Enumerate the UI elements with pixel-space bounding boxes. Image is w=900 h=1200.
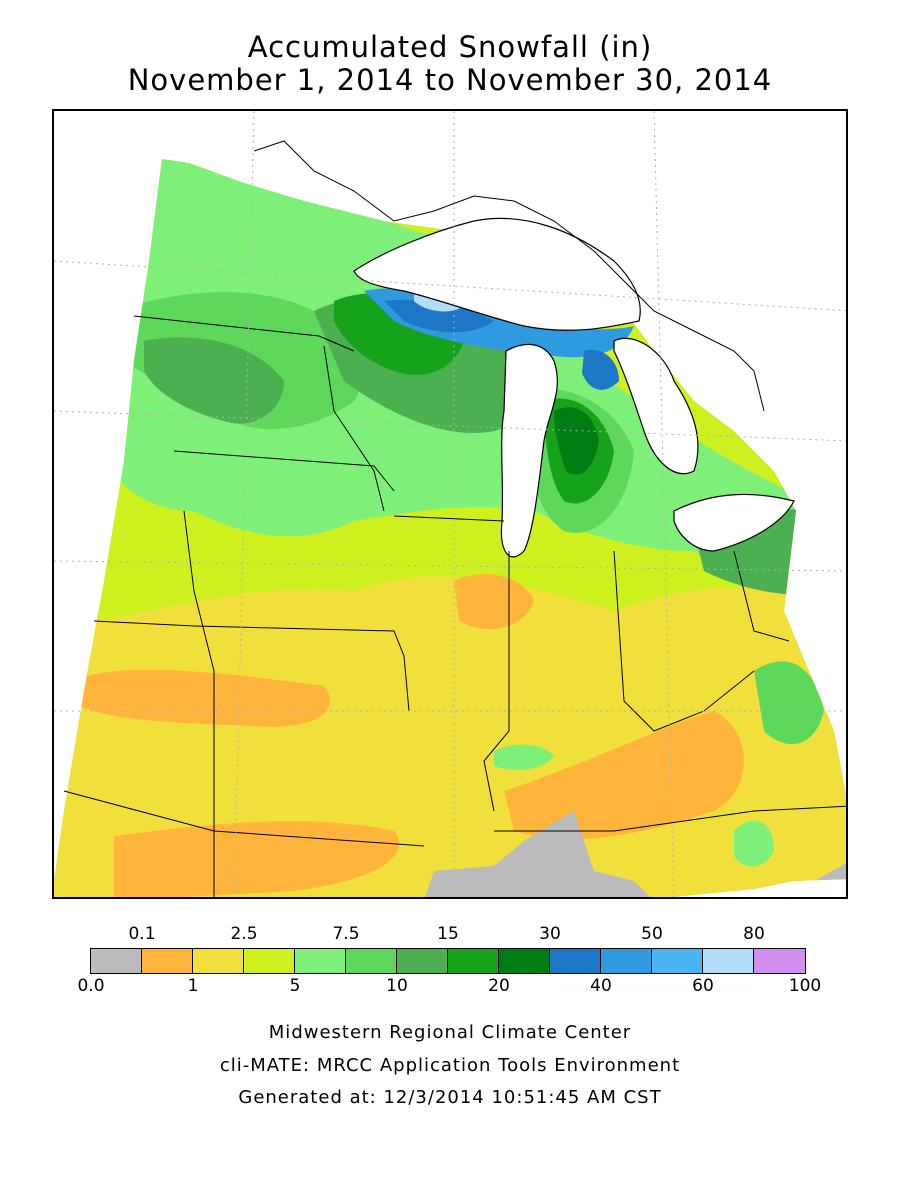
legend-swatch [244, 949, 295, 973]
legend-swatch [499, 949, 550, 973]
legend-tick-top: 15 [437, 924, 459, 944]
tn-border [494, 805, 846, 832]
snow-band-0p1-1-south [114, 821, 400, 897]
snow-band-0-0p1 [424, 811, 654, 897]
legend-swatch [754, 949, 805, 973]
legend-swatch [295, 949, 346, 973]
legend-swatch [397, 949, 448, 973]
graticule-line [54, 260, 846, 312]
lake-superior [353, 217, 641, 331]
legend-swatch [193, 949, 244, 973]
legend-tick-top: 50 [641, 924, 663, 944]
snow-band-0p1-1-illinois [454, 573, 534, 630]
legend-tick-bottom: 100 [788, 976, 822, 996]
legend-tick-bottom: 5 [289, 976, 301, 996]
snow-band-30-40-up [384, 299, 494, 333]
legend-colorbar [90, 948, 806, 974]
wi-il-border [393, 515, 505, 522]
snowfall-map-svg [54, 111, 846, 897]
lake-huron [613, 337, 699, 475]
graticule-line [54, 560, 846, 572]
ks-mo-border [183, 510, 215, 897]
snow-band-20-30-mi [554, 407, 599, 475]
legend-swatch [91, 949, 142, 973]
legend-tick-bottom: 10 [386, 976, 408, 996]
snow-band-10-15-mn [144, 337, 284, 424]
snow-band-0p1-1-kentucky [504, 711, 744, 840]
legend-swatch [703, 949, 754, 973]
legend-swatch [601, 949, 652, 973]
snow-band-5-7p5-nc [734, 820, 774, 867]
in-oh-border [613, 550, 755, 732]
credit-organization: Midwestern Regional Climate Center [268, 1022, 632, 1043]
lake-michigan [500, 343, 558, 558]
legend-swatch [652, 949, 703, 973]
il-in-border [483, 551, 510, 812]
legend-tick-bottom: 20 [488, 976, 510, 996]
credit-tool: cli-MATE: MRCC Application Tools Environ… [219, 1055, 681, 1076]
legend-tick-top: 80 [743, 924, 765, 944]
snowfall-map [52, 109, 848, 899]
snow-band-7p5-10-wv [754, 661, 824, 745]
ia-mo-border [93, 620, 410, 712]
map-title: Accumulated Snowfall (in) [247, 30, 653, 64]
legend-tick-bottom: 40 [590, 976, 612, 996]
legend-tick-top: 2.5 [230, 924, 258, 944]
wi-mn-border [323, 345, 385, 512]
map-date-range: November 1, 2014 to November 30, 2014 [127, 63, 773, 97]
legend-swatch [448, 949, 499, 973]
legend-tick-bottom: 0.0 [77, 976, 105, 996]
legend-swatch [346, 949, 397, 973]
legend-tick-bottom: 1 [187, 976, 199, 996]
snow-band-5-7p5-in [494, 744, 554, 770]
snow-band-30-40-nmi [582, 350, 619, 390]
graticule-line [54, 410, 846, 442]
snowfall-legend: 0.1 2.5 7.5 15 30 50 80 0.0 1 5 10 20 40… [77, 922, 822, 1002]
legend-tick-top: 30 [539, 924, 561, 944]
mn-border [133, 315, 355, 352]
legend-tick-bottom: 60 [692, 976, 714, 996]
snow-band-0p1-1-west [74, 669, 331, 727]
legend-swatch [142, 949, 193, 973]
credit-generated: Generated at: 12/3/2014 10:51:45 AM CST [238, 1087, 662, 1108]
lake-erie [673, 493, 795, 552]
legend-swatch [550, 949, 601, 973]
mn-ia-border [173, 450, 395, 492]
legend-tick-top: 0.1 [128, 924, 156, 944]
oh-pa-border [733, 550, 790, 642]
canada-coastline [253, 140, 765, 412]
legend-tick-top: 7.5 [332, 924, 360, 944]
